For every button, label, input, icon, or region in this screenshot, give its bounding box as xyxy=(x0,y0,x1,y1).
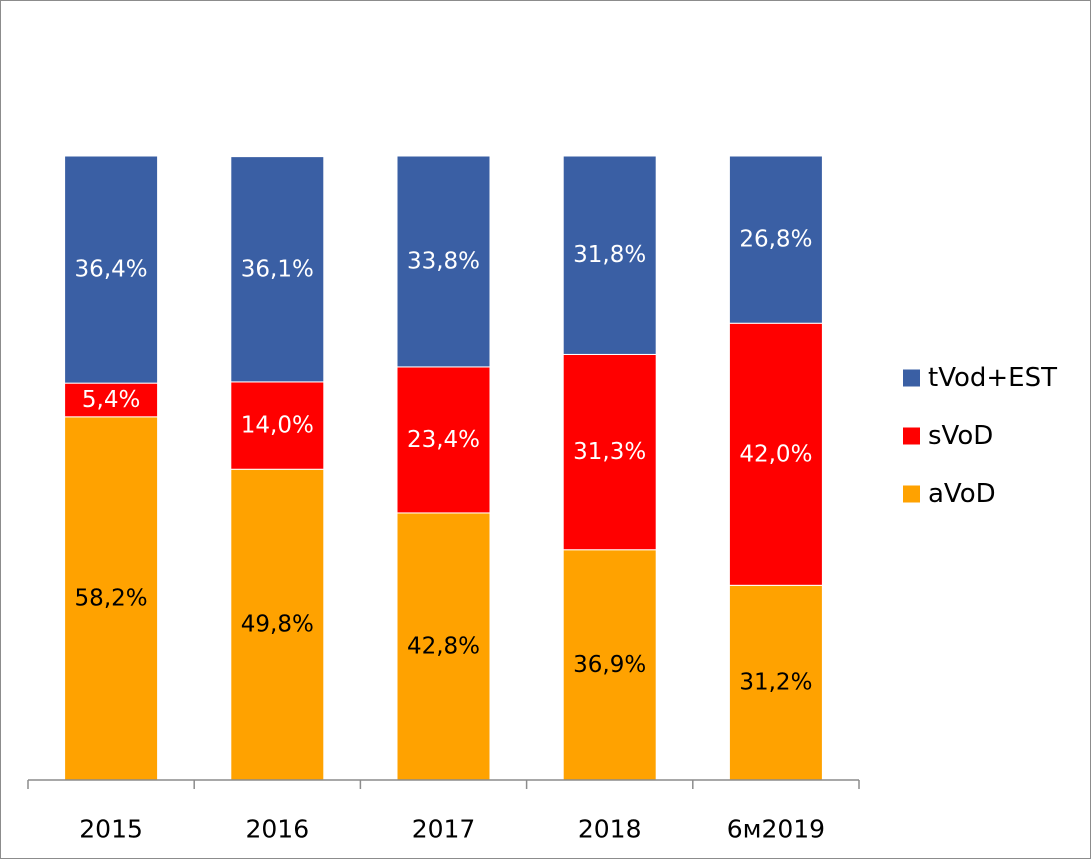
data-labels-group: 58,2% 5,4% 36,4% 49,8% 14,0% 36,1% 42,8% 23,4% 3… xyxy=(75,227,813,696)
data-label: 31,3% xyxy=(573,439,646,465)
legend: tVod+EST sVoD aVoD xyxy=(903,363,1057,509)
x-tick-label: 2018 xyxy=(578,815,642,844)
bar-segment-svod-2017 xyxy=(396,366,491,514)
x-tick-label: 2016 xyxy=(245,815,309,844)
data-label: 14,0% xyxy=(241,413,314,439)
legend-label-tvod-est: tVod+EST xyxy=(928,363,1057,393)
bars-group xyxy=(64,155,823,781)
data-label: 23,4% xyxy=(407,427,480,453)
legend-swatch-tvod-est xyxy=(903,369,920,387)
bar-segment-tvod-est-2015 xyxy=(64,155,159,384)
data-label: 26,8% xyxy=(739,227,812,253)
data-label: 49,8% xyxy=(241,612,314,638)
bar-segment-tvod-est-6м2019 xyxy=(728,155,823,324)
legend-label-svod: sVoD xyxy=(928,421,993,451)
data-label: 36,4% xyxy=(75,257,148,283)
data-label: 5,4% xyxy=(82,387,140,413)
data-label: 42,0% xyxy=(739,441,812,467)
data-label: 33,8% xyxy=(407,248,480,274)
data-label: 58,2% xyxy=(75,585,148,611)
bar-segment-avod-6м2019 xyxy=(728,584,823,781)
data-label: 36,1% xyxy=(241,256,314,282)
bar-segment-tvod-est-2016 xyxy=(230,156,325,383)
data-label: 31,8% xyxy=(573,242,646,268)
bar-segment-avod-2016 xyxy=(230,468,325,781)
x-axis: 2015 2016 2017 2018 6м2019 xyxy=(27,779,860,844)
bar-segment-tvod-est-2018 xyxy=(562,155,657,355)
data-label: 31,2% xyxy=(739,670,812,696)
legend-label-avod: aVoD xyxy=(928,479,996,509)
bar-segment-avod-2018 xyxy=(562,549,657,781)
bar-segment-svod-2016 xyxy=(230,381,325,470)
x-tick-label: 6м2019 xyxy=(727,815,825,844)
x-tick-label: 2015 xyxy=(79,815,143,844)
bar-segment-svod-2015 xyxy=(64,382,159,418)
bar-segment-avod-2015 xyxy=(64,416,159,781)
bar-segment-tvod-est-2017 xyxy=(396,155,491,368)
legend-swatch-avod xyxy=(903,485,920,503)
legend-swatch-svod xyxy=(903,427,920,445)
data-label: 42,8% xyxy=(407,633,480,659)
data-label: 36,9% xyxy=(573,652,646,678)
x-tick-label: 2017 xyxy=(412,815,476,844)
bar-segment-svod-2018 xyxy=(562,353,657,551)
